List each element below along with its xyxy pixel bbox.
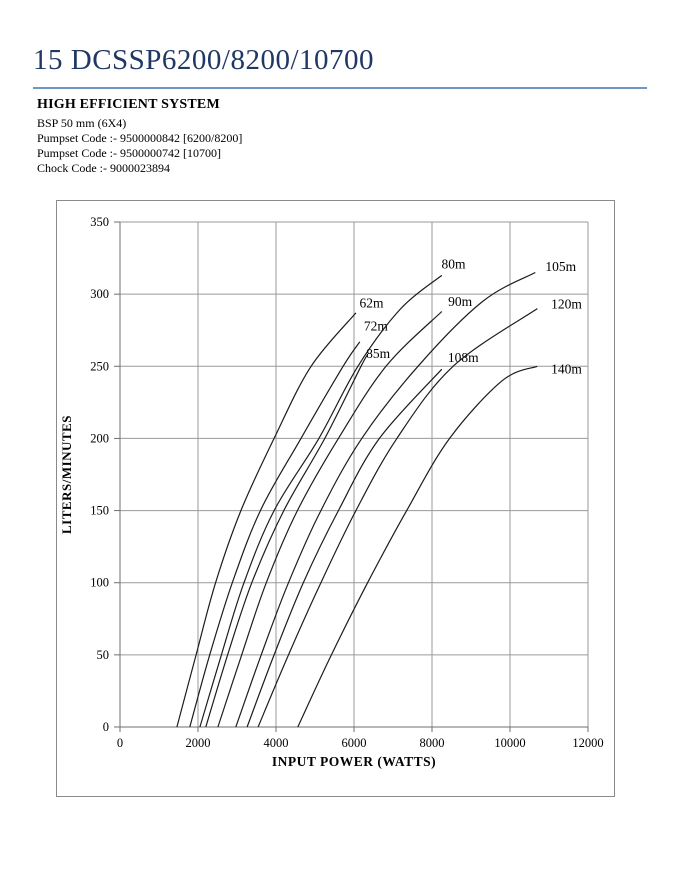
y-tick-label: 100 (90, 576, 109, 590)
x-tick-label: 6000 (342, 736, 367, 750)
info-heading: HIGH EFFICIENT SYSTEM (37, 97, 220, 112)
curve-label-105m: 105m (545, 259, 576, 274)
chart-canvas: 0 50 100 150 200 250 300 350 0 2000 4000 6000 8000 10… (59, 215, 604, 769)
curve-label-140m: 140m (551, 362, 582, 377)
x-tick-label: 0 (117, 736, 123, 750)
x-axis-title: INPUT POWER (WATTS) (272, 754, 436, 769)
info-line-pumpset-code-2: Pumpset Code :- 9500000742 [10700] (37, 146, 221, 160)
info-line-pumpset-code-1: Pumpset Code :- 9500000842 [6200/8200] (37, 131, 243, 145)
y-tick-label: 200 (90, 431, 109, 445)
x-tick-label: 4000 (264, 736, 289, 750)
y-tick-label: 150 (90, 504, 109, 518)
curve-85m (205, 354, 369, 728)
x-tick-label: 8000 (420, 736, 445, 750)
info-block: HIGH EFFICIENT SYSTEM BSP 50 mm (6X4) Pu… (37, 97, 242, 176)
y-tick-label: 50 (97, 648, 110, 662)
y-tick-label: 300 (90, 287, 109, 301)
page-title: 15 DCSSP6200/8200/10700 (33, 44, 375, 76)
y-tick-label: 350 (90, 215, 109, 229)
curve-62m (176, 312, 357, 728)
curve-108m (246, 368, 443, 728)
curve-label-62m: 62m (360, 295, 385, 310)
y-tick-label: 250 (90, 359, 109, 373)
curve-120m (257, 308, 538, 728)
curve-72m (189, 341, 361, 728)
y-tick-label: 0 (103, 720, 109, 734)
curve-90m (217, 311, 443, 728)
x-tick-label: 2000 (186, 736, 211, 750)
curve-label-72m: 72m (364, 318, 389, 333)
pump-performance-chart: 0 50 100 150 200 250 300 350 0 2000 4000 6000 8000 10… (56, 200, 615, 797)
info-line-chock-code: Chock Code :- 9000023894 (37, 161, 170, 175)
y-axis-title: LITERS/MINUTES (59, 415, 74, 534)
curve-label-90m: 90m (448, 294, 473, 309)
curve-105m (235, 271, 536, 728)
curve-140m (297, 365, 538, 728)
x-tick-label: 12000 (572, 736, 603, 750)
x-tick-label: 10000 (494, 736, 525, 750)
curve-label-85m: 85m (366, 346, 391, 361)
curve-label-120m: 120m (551, 297, 582, 312)
curve-label-80m: 80m (441, 256, 466, 271)
curve-80m (199, 274, 443, 728)
info-line-bsp: BSP 50 mm (6X4) (37, 116, 127, 130)
title-rule (33, 87, 647, 89)
